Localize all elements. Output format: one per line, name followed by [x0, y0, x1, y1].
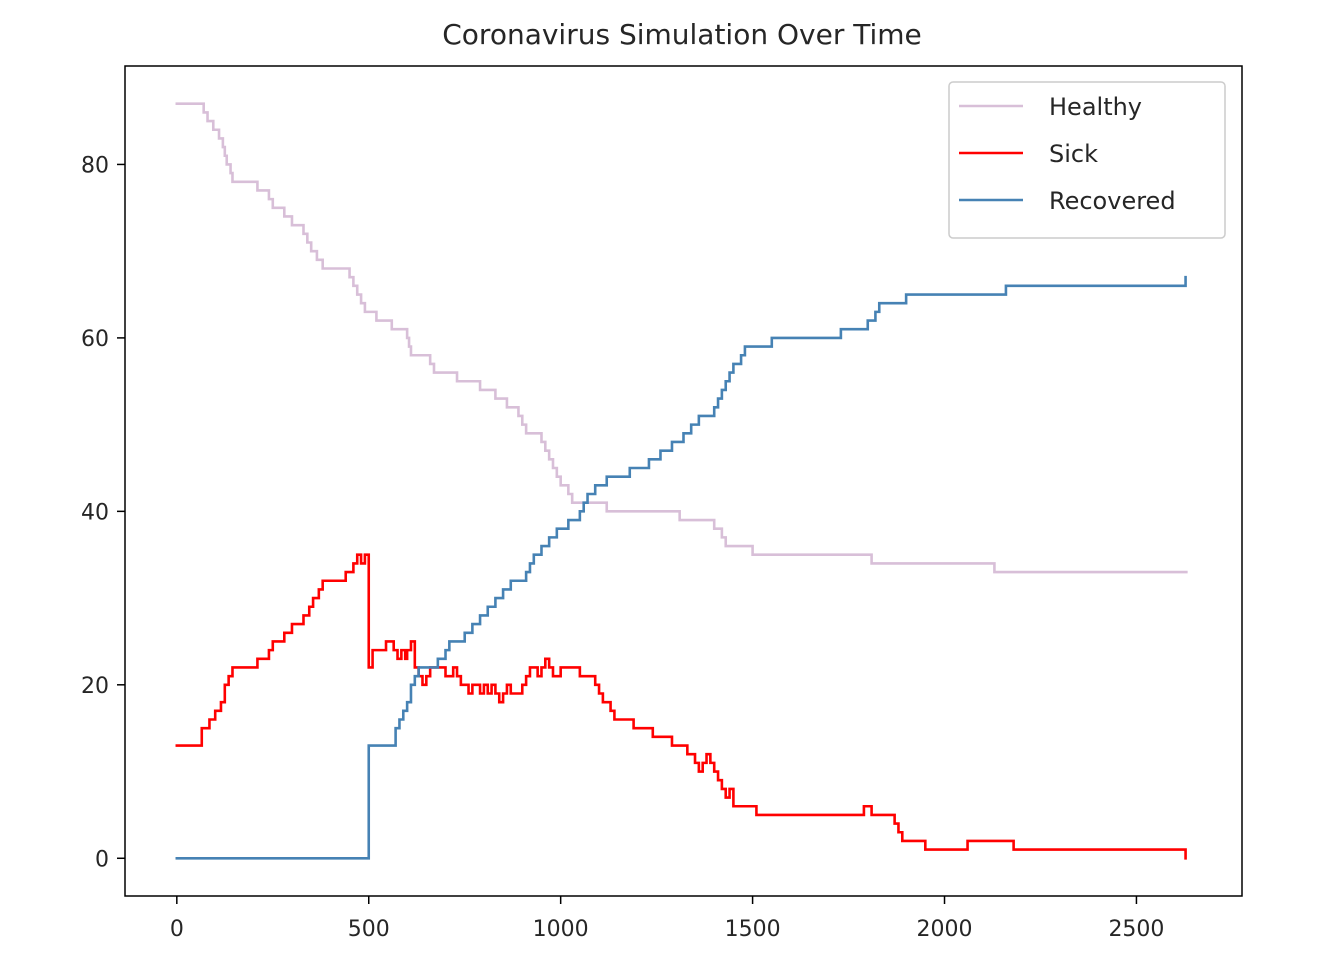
y-axis: 0 20 40 60 80: [81, 153, 125, 872]
y-tick-label: 40: [81, 500, 109, 525]
y-tick-label: 0: [95, 847, 109, 872]
legend-label-healthy: Healthy: [1049, 93, 1142, 121]
plot-frame: [124, 65, 1243, 897]
y-tick-label: 80: [81, 153, 109, 178]
series-line-recovered: [175, 275, 1187, 860]
x-tick-label: 0: [170, 917, 184, 942]
y-tick-label: 20: [81, 674, 109, 699]
legend-label-recovered: Recovered: [1049, 187, 1176, 215]
legend-label-sick: Sick: [1049, 140, 1098, 168]
series-line-healthy: [175, 102, 1188, 574]
y-tick-label: 60: [81, 327, 109, 352]
x-tick-label: 1000: [533, 917, 589, 942]
x-axis: 0 500 1000 1500 2000 2500: [170, 896, 1164, 942]
x-tick-label: 500: [348, 917, 390, 942]
x-tick-label: 2500: [1108, 917, 1164, 942]
series-line-sick: [175, 553, 1187, 860]
x-tick-label: 2000: [917, 917, 973, 942]
legend: Healthy Sick Recovered: [948, 81, 1226, 239]
plot-lines: [175, 102, 1188, 860]
x-tick-label: 1500: [725, 917, 781, 942]
chart-title: Coronavirus Simulation Over Time: [442, 18, 922, 51]
